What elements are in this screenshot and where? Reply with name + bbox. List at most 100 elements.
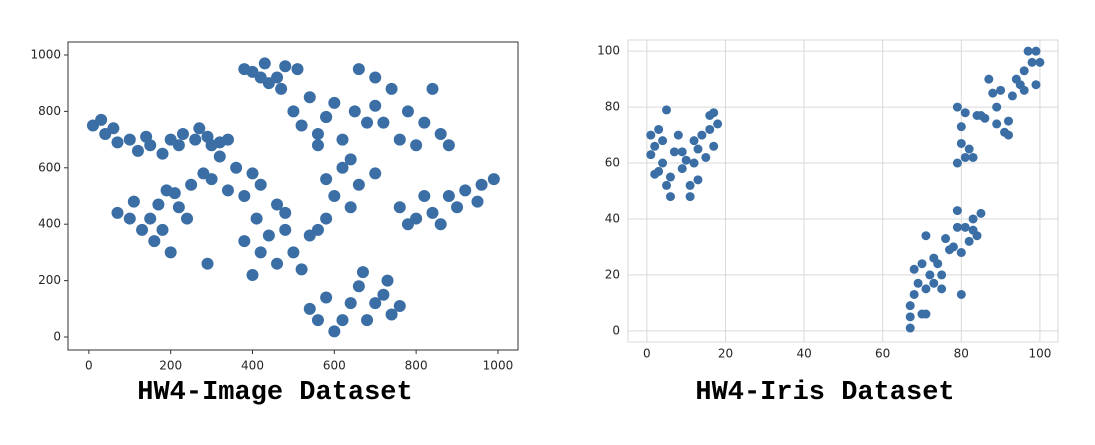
point <box>669 147 679 157</box>
point <box>921 231 931 241</box>
point <box>230 161 243 174</box>
point <box>964 144 974 154</box>
point <box>311 314 324 327</box>
point <box>434 127 447 140</box>
point <box>111 136 124 149</box>
point <box>254 246 267 259</box>
point <box>250 212 263 225</box>
point <box>164 246 177 259</box>
point <box>189 133 202 146</box>
point <box>144 212 157 225</box>
point <box>295 119 308 132</box>
point <box>658 158 668 168</box>
point <box>320 173 333 186</box>
point <box>107 122 120 135</box>
point <box>913 278 923 288</box>
y-tick-label: 0 <box>53 330 61 344</box>
point <box>426 206 439 219</box>
point <box>271 257 284 270</box>
point <box>385 308 398 321</box>
point <box>320 212 333 225</box>
point <box>662 180 672 190</box>
y-tick-label: 400 <box>38 217 61 231</box>
point <box>905 301 915 311</box>
point <box>152 198 165 211</box>
point <box>665 172 675 182</box>
point <box>952 206 962 216</box>
point <box>287 105 300 118</box>
point <box>956 248 966 258</box>
point <box>968 152 978 162</box>
y-tick-label: 60 <box>605 156 620 170</box>
point <box>909 289 919 299</box>
point <box>952 158 962 168</box>
point <box>705 124 715 134</box>
point <box>361 314 374 327</box>
y-tick-label: 800 <box>38 104 61 118</box>
point <box>952 102 962 112</box>
point <box>964 236 974 246</box>
point <box>968 214 978 224</box>
point <box>1019 85 1029 95</box>
point <box>996 85 1006 95</box>
point <box>1031 80 1041 90</box>
point <box>713 119 723 129</box>
point <box>279 60 292 73</box>
point <box>172 139 185 152</box>
point <box>185 178 198 191</box>
point <box>291 63 304 76</box>
point <box>709 108 719 118</box>
x-tick-label: 40 <box>796 347 811 361</box>
point <box>992 102 1002 112</box>
point <box>988 88 998 98</box>
point <box>111 206 124 219</box>
point <box>410 139 423 152</box>
point <box>418 190 431 202</box>
point <box>181 212 194 225</box>
point <box>933 259 943 269</box>
point <box>941 234 951 244</box>
point <box>393 133 406 146</box>
point <box>369 297 382 310</box>
y-tick-label: 200 <box>38 273 61 287</box>
point <box>677 164 687 174</box>
x-tick-label: 20 <box>718 347 733 361</box>
point <box>426 82 439 95</box>
point <box>197 167 210 180</box>
point <box>1003 116 1013 126</box>
point <box>148 235 161 248</box>
point <box>271 198 284 211</box>
point <box>693 144 703 154</box>
point <box>262 229 275 242</box>
point <box>709 141 719 151</box>
x-tick-label: 0 <box>85 359 93 373</box>
point <box>654 124 664 134</box>
point <box>1003 130 1013 140</box>
x-tick-label: 1000 <box>483 359 514 373</box>
point <box>968 225 978 235</box>
point <box>246 268 259 281</box>
point <box>681 155 691 165</box>
point <box>646 130 656 140</box>
point <box>344 297 357 310</box>
point <box>650 169 660 179</box>
point <box>393 300 406 312</box>
x-tick-label: 200 <box>159 359 182 373</box>
point <box>311 127 324 140</box>
point <box>917 259 927 269</box>
point <box>221 133 234 146</box>
point <box>905 312 915 322</box>
point <box>1019 66 1029 76</box>
x-tick-label: 800 <box>405 359 428 373</box>
point <box>401 218 414 231</box>
point <box>123 212 136 225</box>
point <box>156 223 169 236</box>
point <box>254 178 267 191</box>
point <box>344 201 357 214</box>
point <box>937 270 947 280</box>
point <box>279 223 292 236</box>
point <box>320 291 333 304</box>
point <box>95 113 108 126</box>
point <box>929 278 939 288</box>
